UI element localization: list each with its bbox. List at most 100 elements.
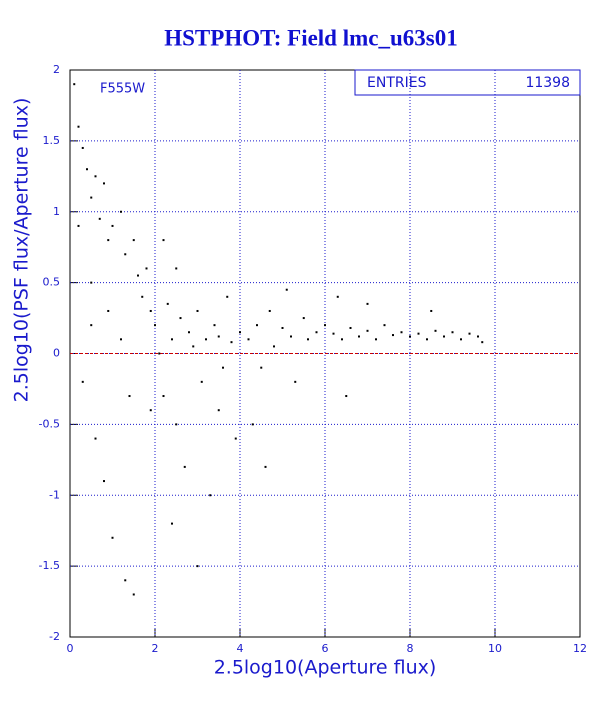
point [94, 437, 97, 440]
point [400, 331, 403, 334]
point [73, 83, 76, 86]
point [213, 324, 216, 327]
point [124, 253, 127, 256]
point [132, 593, 135, 596]
point [192, 345, 195, 348]
point [107, 239, 110, 242]
point [294, 380, 297, 383]
point [251, 423, 254, 426]
x-tick-label: 0 [67, 642, 74, 655]
point [302, 317, 305, 320]
y-tick-label: -0.5 [39, 417, 60, 430]
point [90, 281, 93, 284]
x-tick-label: 12 [573, 642, 587, 655]
stats-box [354, 69, 581, 96]
point [171, 522, 173, 525]
point [268, 309, 271, 312]
point [217, 335, 220, 338]
point [137, 274, 139, 277]
point [481, 341, 484, 344]
point [375, 338, 377, 341]
y-axis-label: 2.5log10(PSF flux/Aperture flux) [11, 98, 33, 403]
x-tick-label: 8 [407, 642, 414, 655]
point [315, 331, 318, 334]
point [162, 395, 165, 398]
point [120, 210, 122, 213]
y-tick-label: 2 [53, 63, 60, 76]
point [81, 380, 84, 383]
point [196, 309, 199, 312]
point [90, 324, 93, 327]
point [196, 565, 199, 568]
point [166, 302, 169, 305]
y-tick-label: 1.5 [43, 134, 61, 147]
x-tick-label: 4 [237, 642, 244, 655]
point [86, 168, 88, 171]
point [226, 295, 229, 298]
point [409, 335, 411, 338]
point [124, 579, 127, 582]
point [430, 309, 433, 312]
point [154, 324, 156, 327]
point [111, 224, 114, 227]
point [179, 317, 182, 320]
point [205, 338, 207, 341]
point [264, 465, 267, 468]
point [183, 465, 186, 468]
point [341, 338, 343, 341]
y-tick-label: -1 [49, 488, 60, 501]
point [247, 338, 250, 341]
x-axis-label: 2.5log10(Aperture flux) [214, 657, 437, 679]
annotation: F555W [100, 82, 145, 97]
point [77, 125, 80, 128]
point [120, 338, 122, 341]
point [239, 331, 241, 334]
point [94, 175, 97, 178]
point [132, 239, 135, 242]
point [107, 309, 110, 312]
stats-label: ENTRIES [367, 75, 427, 91]
point [175, 423, 178, 426]
point [383, 324, 386, 327]
point [188, 331, 190, 334]
y-tick-label: 0 [53, 347, 60, 360]
point [81, 146, 84, 149]
point [222, 366, 224, 369]
y-tick-label: -1.5 [39, 559, 60, 572]
chart-title: HSTPHOT: Field lmc_u63s01 [164, 25, 457, 50]
point [175, 267, 178, 270]
point [358, 335, 360, 338]
point [332, 332, 335, 335]
point [103, 182, 105, 185]
point [417, 332, 420, 335]
x-tick-label: 10 [488, 642, 502, 655]
point [162, 239, 165, 242]
point [426, 338, 428, 341]
point [77, 224, 80, 227]
point [468, 332, 471, 335]
point [103, 480, 105, 483]
point [336, 295, 339, 298]
point [128, 395, 131, 398]
point [324, 324, 326, 327]
point [366, 329, 369, 332]
point [260, 366, 263, 369]
stats-value: 11398 [525, 75, 570, 91]
point [307, 338, 309, 341]
x-tick-label: 2 [152, 642, 159, 655]
y-tick-label: -2 [49, 630, 60, 643]
point [234, 437, 237, 440]
point [141, 295, 144, 298]
point [392, 334, 394, 337]
point [345, 395, 348, 398]
point [273, 345, 275, 348]
point [281, 326, 284, 329]
point [145, 267, 148, 270]
point [349, 326, 352, 329]
point [460, 338, 462, 341]
point [443, 335, 445, 338]
point [111, 536, 114, 539]
point [451, 331, 454, 334]
point [149, 309, 152, 312]
